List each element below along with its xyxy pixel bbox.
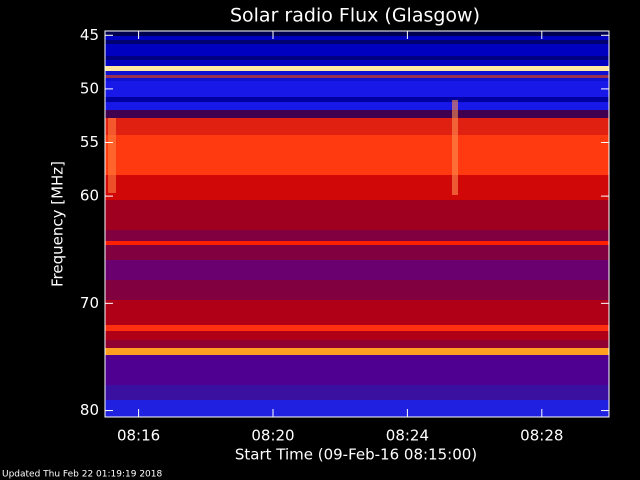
y-tick-label: 55	[80, 133, 99, 151]
spectrogram-image	[105, 31, 609, 417]
y-tick-label: 50	[80, 79, 99, 97]
x-tick-label: 08:16	[117, 427, 160, 445]
x-tick-label: 08:24	[386, 427, 429, 445]
y-tick-label: 70	[80, 294, 99, 312]
x-tick-label: 08:20	[251, 427, 294, 445]
footer: Updated Thu Feb 22 01:19:19 2018	[2, 470, 163, 480]
x-axis-label: Start Time (09-Feb-16 08:15:00)	[235, 446, 477, 464]
plot-frame	[104, 30, 610, 418]
x-tick-label: 08:28	[520, 427, 563, 445]
chart-title: Solar radio Flux (Glasgow)	[230, 5, 480, 27]
y-tick-label: 80	[80, 401, 99, 419]
y-tick-label: 45	[80, 26, 99, 44]
y-axis-label: Frequency [MHz]	[49, 161, 67, 287]
y-tick-label: 60	[80, 187, 99, 205]
